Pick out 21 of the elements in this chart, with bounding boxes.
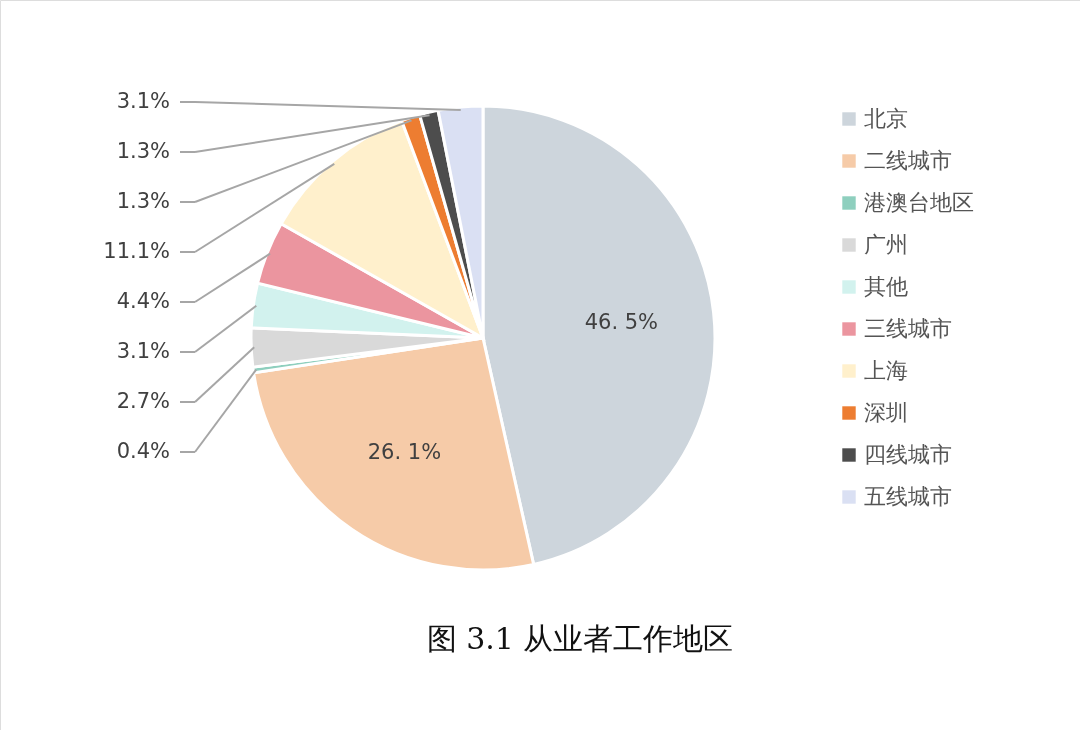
legend-label: 港澳台地区 [864, 190, 974, 215]
data-label: 11.1% [103, 239, 170, 263]
data-label: 3.1% [116, 339, 170, 363]
legend-label: 深圳 [864, 400, 908, 425]
legend-label: 三线城市 [864, 316, 952, 341]
data-label: 1.3% [116, 139, 170, 163]
legend-label: 其他 [864, 274, 908, 299]
data-label: 1.3% [116, 189, 170, 213]
legend-label: 上海 [864, 358, 908, 383]
data-label: 26. 1% [367, 439, 442, 464]
data-label: 0.4% [116, 439, 170, 463]
legend-label: 二线城市 [864, 148, 952, 173]
legend-label: 广州 [864, 232, 908, 257]
legend-label: 五线城市 [864, 484, 952, 509]
legend-label: 北京 [864, 106, 908, 131]
data-label: 4.4% [116, 289, 170, 313]
data-label: 2.7% [116, 389, 170, 413]
data-label: 3.1% [116, 89, 170, 113]
data-label: 46. 5% [584, 309, 659, 334]
text: 图 3.1 从业者工作地区 [426, 621, 734, 656]
legend-label: 四线城市 [864, 442, 952, 467]
